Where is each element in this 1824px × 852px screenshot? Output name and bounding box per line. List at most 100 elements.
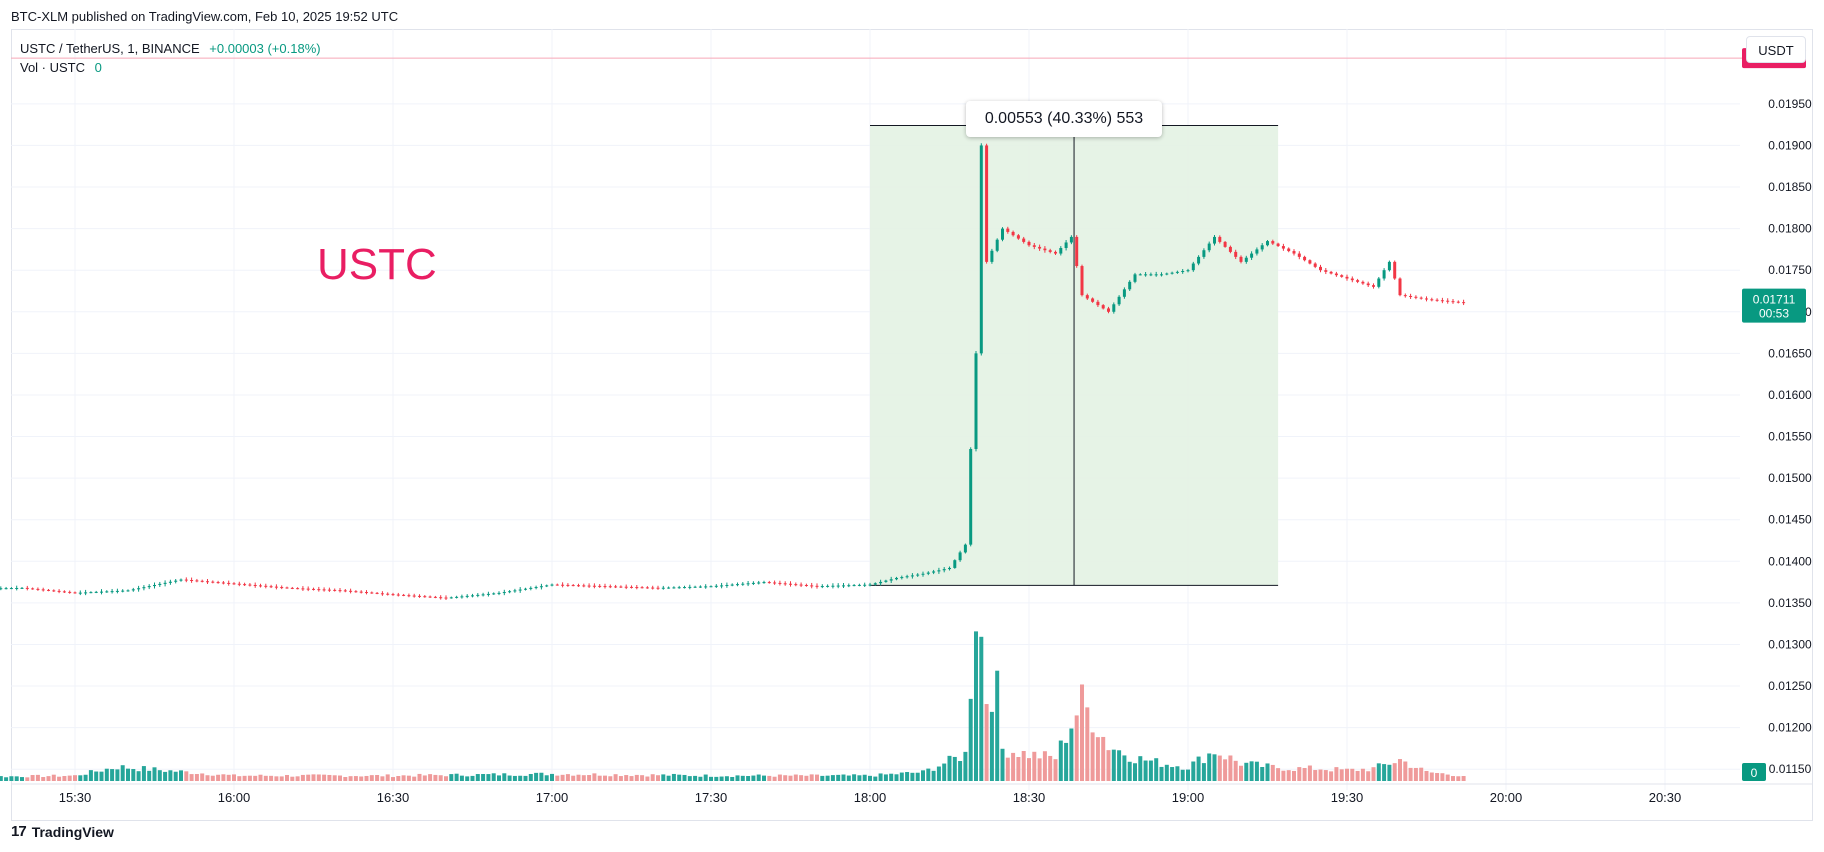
- candle-body: [1403, 295, 1407, 297]
- candle-body: [89, 592, 93, 594]
- tradingview-logo[interactable]: 17 TradingView: [11, 823, 114, 840]
- volume-bar: [1053, 759, 1058, 781]
- candle-body: [990, 250, 994, 262]
- candle-body: [1377, 278, 1381, 287]
- volume-bar: [698, 776, 703, 781]
- candle-body: [1435, 299, 1439, 301]
- candle-body: [168, 581, 172, 583]
- candle-body: [767, 582, 771, 584]
- volume-bar: [20, 777, 24, 781]
- candle-body: [1440, 300, 1444, 302]
- volume-bar: [359, 776, 364, 781]
- candle-body: [115, 590, 119, 592]
- volume-value: 0: [94, 60, 102, 75]
- volume-bar: [1064, 742, 1069, 781]
- x-tick-label: 20:30: [1649, 790, 1682, 805]
- candle-body: [1011, 231, 1015, 236]
- candle-body: [1138, 274, 1142, 276]
- candle-body: [47, 589, 50, 591]
- candle-body: [598, 585, 602, 587]
- candle-body: [561, 584, 565, 586]
- volume-bar: [518, 775, 523, 781]
- volume-bar: [1069, 728, 1074, 781]
- candle-body: [1319, 266, 1322, 271]
- candle-body: [370, 592, 374, 594]
- x-tick-label: 18:30: [1013, 790, 1046, 805]
- volume-bar: [194, 774, 199, 781]
- volume-bar: [862, 774, 867, 781]
- candle-body: [306, 588, 310, 590]
- volume-bar: [481, 774, 486, 781]
- candle-body: [1059, 248, 1063, 254]
- currency-button[interactable]: USDT: [1746, 36, 1806, 63]
- candle-body: [206, 581, 209, 583]
- candle-body: [757, 582, 761, 584]
- current-price-text: 0.01711: [1753, 293, 1796, 307]
- volume-bar: [1027, 758, 1031, 781]
- candle-body: [264, 585, 268, 587]
- volume-bar: [1170, 767, 1175, 781]
- volume-bar: [1164, 764, 1169, 781]
- volume-bar: [650, 774, 655, 781]
- candle-body: [322, 589, 326, 591]
- candle-body: [1207, 243, 1211, 251]
- ustc-annotation[interactable]: USTC: [317, 240, 437, 289]
- volume-bar: [1419, 767, 1424, 781]
- volume-bar: [629, 776, 634, 781]
- candle-body: [216, 582, 220, 584]
- candle-body: [1398, 278, 1402, 296]
- candle-body: [1175, 271, 1179, 273]
- candle-body: [698, 586, 702, 588]
- volume-bar: [433, 774, 438, 781]
- volume-bar: [99, 771, 104, 781]
- candle-body: [1223, 241, 1227, 247]
- volume-bar: [735, 775, 740, 781]
- candle-body: [810, 585, 814, 587]
- candle-body: [1313, 263, 1317, 267]
- candle-body: [895, 577, 898, 580]
- volume-bar: [459, 775, 464, 781]
- candle-body: [932, 571, 936, 573]
- volume-bar: [1413, 767, 1418, 781]
- volume-bar: [645, 776, 650, 781]
- candle-body: [380, 593, 384, 595]
- candle-body: [36, 588, 40, 590]
- candle-body: [280, 587, 284, 589]
- volume-label[interactable]: Vol · USTC: [20, 60, 86, 75]
- volume-bar: [25, 777, 30, 781]
- volume-bar: [1435, 773, 1440, 781]
- candle-body: [1186, 270, 1190, 272]
- publish-line: BTC-XLM published on TradingView.com, Fe…: [11, 9, 399, 24]
- volume-bar: [4, 777, 9, 781]
- volume-bar: [210, 775, 215, 781]
- volume-bar: [348, 776, 353, 781]
- symbol-title[interactable]: USTC / TetherUS, 1, BINANCE: [20, 41, 200, 56]
- measure-label[interactable]: 0.00553 (40.33%) 553: [966, 101, 1162, 137]
- volume-bar: [942, 763, 947, 781]
- candle-body: [1006, 228, 1010, 232]
- x-tick-label: 16:30: [377, 790, 410, 805]
- candle-body: [407, 595, 411, 597]
- volume-bar: [952, 756, 957, 781]
- candle-body: [736, 584, 739, 586]
- candle-body: [582, 585, 586, 587]
- volume-bar: [974, 631, 978, 781]
- volume-bar: [1196, 756, 1201, 781]
- candle-body: [476, 594, 480, 596]
- candle-body: [847, 585, 851, 587]
- volume-bar: [565, 774, 570, 781]
- volume-bar: [809, 774, 814, 781]
- chart-frame[interactable]: [11, 29, 1813, 821]
- volume-bar: [422, 775, 427, 781]
- candle-body: [1292, 251, 1296, 254]
- candle-body: [640, 587, 644, 589]
- candle-body: [868, 584, 872, 586]
- volume-bar: [226, 774, 231, 781]
- volume-bar: [232, 774, 236, 781]
- candle-body: [243, 584, 247, 586]
- candle-body: [312, 588, 315, 590]
- volume-bar: [894, 774, 899, 781]
- candle-body: [1350, 278, 1354, 281]
- candle-body: [672, 587, 676, 589]
